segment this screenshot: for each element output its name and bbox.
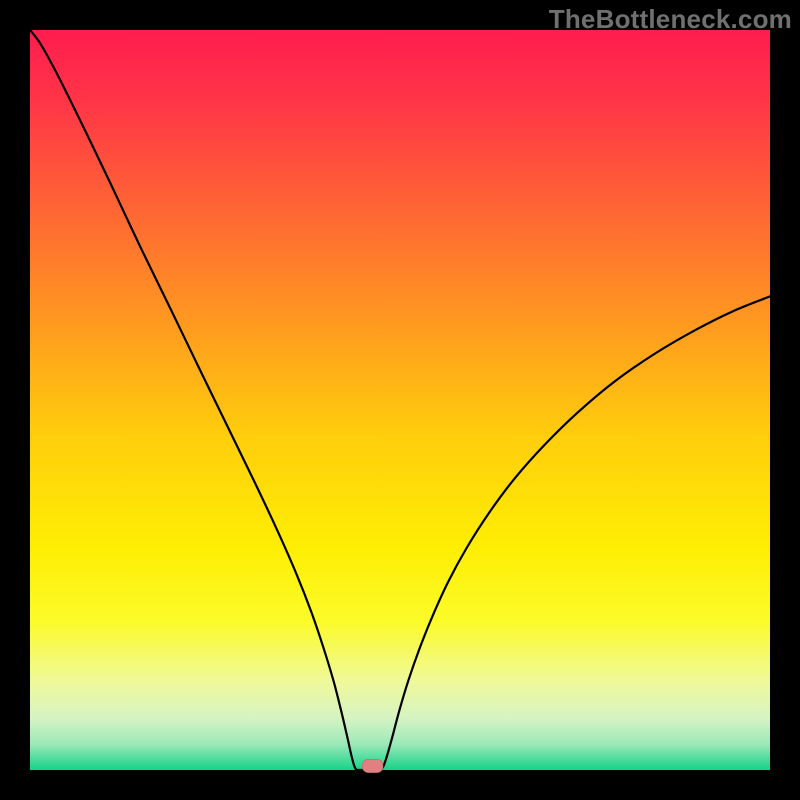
- minimum-marker: [362, 759, 383, 772]
- bottleneck-chart-svg: [0, 0, 800, 800]
- watermark-text: TheBottleneck.com: [549, 4, 792, 35]
- plot-area: [30, 30, 770, 770]
- chart-container: TheBottleneck.com: [0, 0, 800, 800]
